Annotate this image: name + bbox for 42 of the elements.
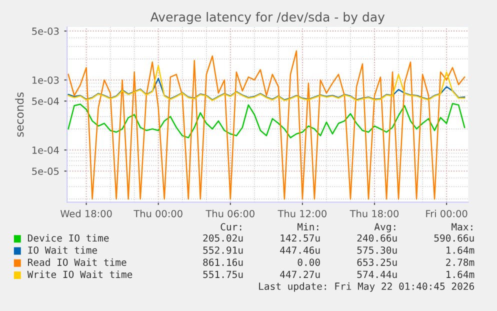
text: Max: [452, 223, 472, 230]
text: Last update: Fri May 22 01:40:45 2026 [259, 282, 474, 292]
legend-label: IO Wait time [28, 246, 97, 254]
text: Avg: [374, 223, 396, 232]
text: 575.30u [357, 246, 397, 254]
text: 240.66u [357, 234, 397, 242]
text: 574.44u [357, 270, 397, 278]
text: 0.00 [298, 258, 320, 266]
line-series [68, 78, 466, 100]
text: Min: [298, 222, 318, 230]
text: 2.78m [446, 258, 474, 266]
x-tick-label: Fri 00:00 [426, 210, 468, 218]
legend-label: Read IO Wait time [28, 258, 126, 266]
y-axis-title: seconds [15, 92, 24, 137]
text: 1.64m [446, 270, 474, 278]
x-tick-label: Wed 18:00 [60, 210, 112, 218]
text: 205.02u [203, 234, 243, 242]
text: 1.64m [446, 246, 474, 254]
text: 551.75u [203, 270, 243, 278]
text: Cur: [220, 223, 242, 230]
text: 552.91u [203, 246, 243, 254]
legend-label: Write IO Wait time [27, 270, 132, 278]
text: 447.27u [280, 270, 320, 278]
line-series [68, 50, 466, 200]
y-tick-label: 1e-03 [32, 76, 59, 84]
text: 861.16u [203, 258, 243, 266]
text: 590.66u [434, 234, 474, 242]
text: 447.46u [280, 246, 320, 254]
line-series [68, 102, 466, 138]
y-tick-label: 1e-04 [32, 146, 59, 154]
x-tick-label: Thu 12:00 [278, 210, 326, 218]
chart-title: Average latency for /dev/sda - by day [150, 12, 385, 24]
legend-label: Device IO time [28, 234, 109, 242]
y-tick-label: 5e-04 [32, 98, 59, 105]
x-tick-label: Thu 06:00 [206, 210, 254, 218]
x-tick-label: Thu 18:00 [350, 210, 399, 218]
text: 142.57u [280, 234, 320, 242]
x-tick-label: Thu 00:00 [134, 210, 182, 218]
text: 653.25u [357, 258, 397, 266]
y-tick-label: 5e-03 [32, 28, 59, 35]
line-series [68, 65, 466, 102]
y-tick-label: 5e-05 [32, 168, 59, 175]
